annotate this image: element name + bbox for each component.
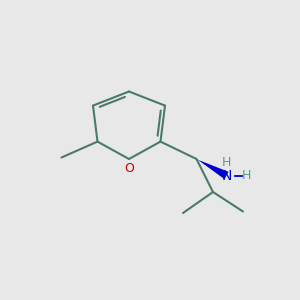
Polygon shape xyxy=(198,160,229,179)
Text: N: N xyxy=(221,169,232,182)
Text: H: H xyxy=(242,169,252,182)
Text: H: H xyxy=(222,156,231,170)
Text: O: O xyxy=(124,161,134,175)
